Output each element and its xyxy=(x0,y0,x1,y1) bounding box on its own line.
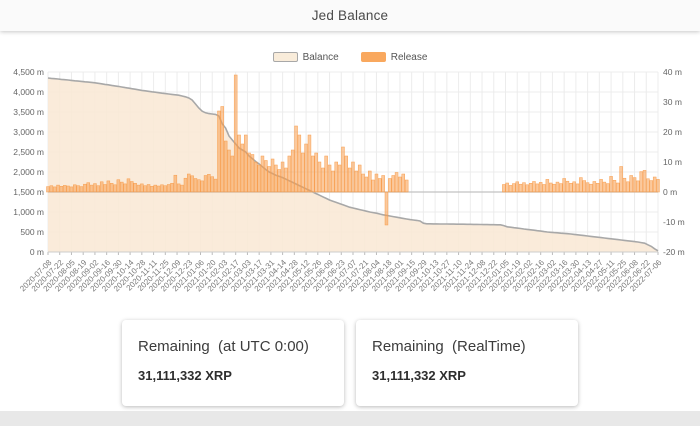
svg-text:4,500 m: 4,500 m xyxy=(13,67,44,77)
svg-text:4,000 m: 4,000 m xyxy=(13,87,44,97)
remaining-realtime-title: Remaining (RealTime) xyxy=(372,338,526,355)
remaining-realtime-value: 31,111,332 XRP xyxy=(372,368,466,383)
svg-text:1,500 m: 1,500 m xyxy=(13,187,44,197)
jed-balance-chart[interactable]: 4,500 m 4,000 m 3,500 m 3,000 m 2,500 m 2,000… xyxy=(0,65,700,305)
svg-text:0 m: 0 m xyxy=(30,247,44,257)
svg-text:10 m: 10 m xyxy=(663,157,682,167)
svg-text:-20 m: -20 m xyxy=(663,247,685,257)
remaining-utc-card: Remaining (at UTC 0:00) 31,111,332 XRP xyxy=(122,320,344,406)
release-swatch-icon xyxy=(360,52,386,62)
svg-text:-10 m: -10 m xyxy=(663,217,685,227)
svg-text:2,500 m: 2,500 m xyxy=(13,147,44,157)
remaining-utc-value: 31,111,332 XRP xyxy=(138,368,232,383)
legend-item-release[interactable]: Release xyxy=(360,51,428,63)
svg-text:1,000 m: 1,000 m xyxy=(13,207,44,217)
footer-strip xyxy=(0,411,700,426)
remaining-utc-title: Remaining (at UTC 0:00) xyxy=(138,338,309,355)
svg-text:3,000 m: 3,000 m xyxy=(13,127,44,137)
svg-text:2,000 m: 2,000 m xyxy=(13,167,44,177)
remaining-realtime-card: Remaining (RealTime) 31,111,332 XRP xyxy=(356,320,578,406)
chart-legend: Balance Release xyxy=(0,51,700,63)
balance-swatch-icon xyxy=(272,52,298,62)
app-header: Jed Balance xyxy=(0,0,700,31)
svg-text:30 m: 30 m xyxy=(663,97,682,107)
svg-text:500 m: 500 m xyxy=(20,227,44,237)
svg-text:0 m: 0 m xyxy=(663,187,677,197)
svg-text:3,500 m: 3,500 m xyxy=(13,107,44,117)
page-title: Jed Balance xyxy=(311,8,389,23)
svg-text:40 m: 40 m xyxy=(663,67,682,77)
svg-text:20 m: 20 m xyxy=(663,127,682,137)
legend-label-balance: Balance xyxy=(302,51,339,63)
summary-cards: Remaining (at UTC 0:00) 31,111,332 XRP R… xyxy=(0,320,700,406)
legend-label-release: Release xyxy=(390,51,428,63)
legend-item-balance[interactable]: Balance xyxy=(272,51,339,63)
